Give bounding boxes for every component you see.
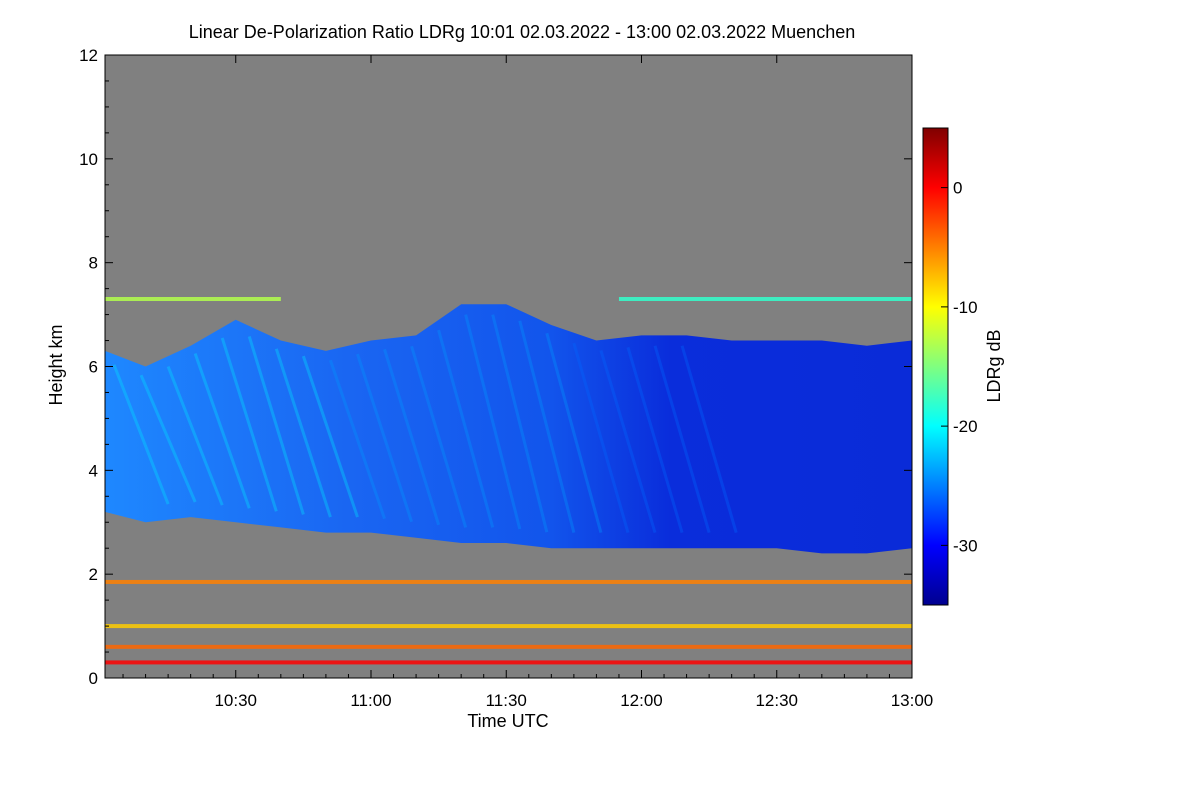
fall-streak (383, 348, 441, 526)
y-tick-label: 0 (89, 669, 98, 688)
fall-streak (247, 335, 305, 515)
y-tick-label: 10 (79, 150, 98, 169)
x-tick-label: 11:00 (350, 691, 391, 710)
y-tick-label: 8 (89, 254, 98, 273)
y-tick-label: 6 (89, 358, 98, 377)
thin-layer (105, 644, 912, 649)
colorbar-ticks: 0 -10 -20 -30 (941, 179, 978, 555)
thin-layer (105, 297, 281, 302)
x-tick-label: 13:00 (891, 691, 934, 710)
fall-streak (626, 346, 684, 534)
fall-streak (410, 345, 468, 528)
fall-streak (518, 320, 576, 534)
thin-layers (105, 297, 912, 665)
fall-streak (572, 342, 630, 534)
x-tick-label: 12:30 (755, 691, 798, 710)
fall-streak (139, 374, 197, 503)
y-tick-label: 4 (89, 461, 98, 480)
colorbar (922, 127, 949, 606)
fall-streak (193, 353, 251, 509)
y-tick-label: 2 (89, 565, 98, 584)
cloud-streaks (112, 314, 738, 534)
fall-streak (491, 314, 549, 533)
fall-streak (301, 355, 359, 518)
fall-streak (545, 332, 603, 534)
x-tick-label: 11:30 (486, 691, 527, 710)
y-axis-title: Height km (46, 324, 66, 405)
cloud-layer (105, 304, 912, 554)
fall-streak (112, 364, 170, 505)
x-tick-label: 10:30 (214, 691, 257, 710)
y-axis: 0 2 4 6 8 10 12 (79, 46, 912, 688)
fall-streak (680, 345, 738, 534)
fall-streak (328, 359, 386, 520)
thin-layer (105, 624, 912, 629)
y-tick-label: 12 (79, 46, 98, 65)
x-axis-title: Time UTC (467, 711, 548, 731)
colorbar-tick-label: 0 (953, 179, 962, 198)
colorbar-label: LDRg dB (984, 329, 1004, 402)
thin-layer (618, 297, 912, 302)
colorbar-tick-label: -20 (953, 417, 978, 436)
fall-streak (464, 314, 522, 530)
fall-streak (220, 337, 278, 512)
thin-layer (105, 660, 912, 665)
chart-title: Linear De-Polarization Ratio LDRg 10:01 … (189, 22, 855, 42)
fall-streak (599, 349, 657, 534)
colorbar-tick-label: -10 (953, 298, 978, 317)
x-axis: 10:30 11:00 11:30 12:00 12:30 13:00 (122, 55, 934, 710)
fall-streak (653, 345, 711, 534)
colorbar-tick-label: -30 (953, 536, 978, 555)
thin-layer (105, 579, 912, 584)
fall-streak (166, 365, 224, 506)
fall-streak (356, 353, 413, 523)
x-tick-label: 12:00 (620, 691, 663, 710)
fall-streak (274, 348, 332, 518)
fall-streak (437, 329, 495, 528)
